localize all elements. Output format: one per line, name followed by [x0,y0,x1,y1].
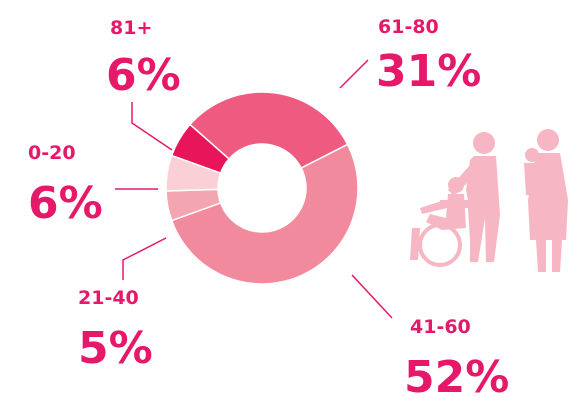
value-label: 31% [376,46,481,97]
donut-slice [170,143,359,285]
value-label: 52% [404,352,509,403]
leader-line [339,59,369,89]
value-label: 6% [28,178,103,229]
value-label: 5% [78,323,153,374]
donut-slice [188,91,349,170]
category-label: 61-80 [378,16,439,38]
leader-line [122,237,167,280]
donut-slice [170,123,231,175]
category-label: 0-20 [28,142,76,164]
category-label: 21-40 [78,287,139,309]
category-label: 41-60 [410,316,471,338]
category-label: 81+ [110,17,152,39]
leader-lines [115,59,393,319]
leader-line [351,274,393,319]
value-label: 6% [106,50,181,101]
leader-line [131,102,173,151]
people-illustration [410,129,568,272]
